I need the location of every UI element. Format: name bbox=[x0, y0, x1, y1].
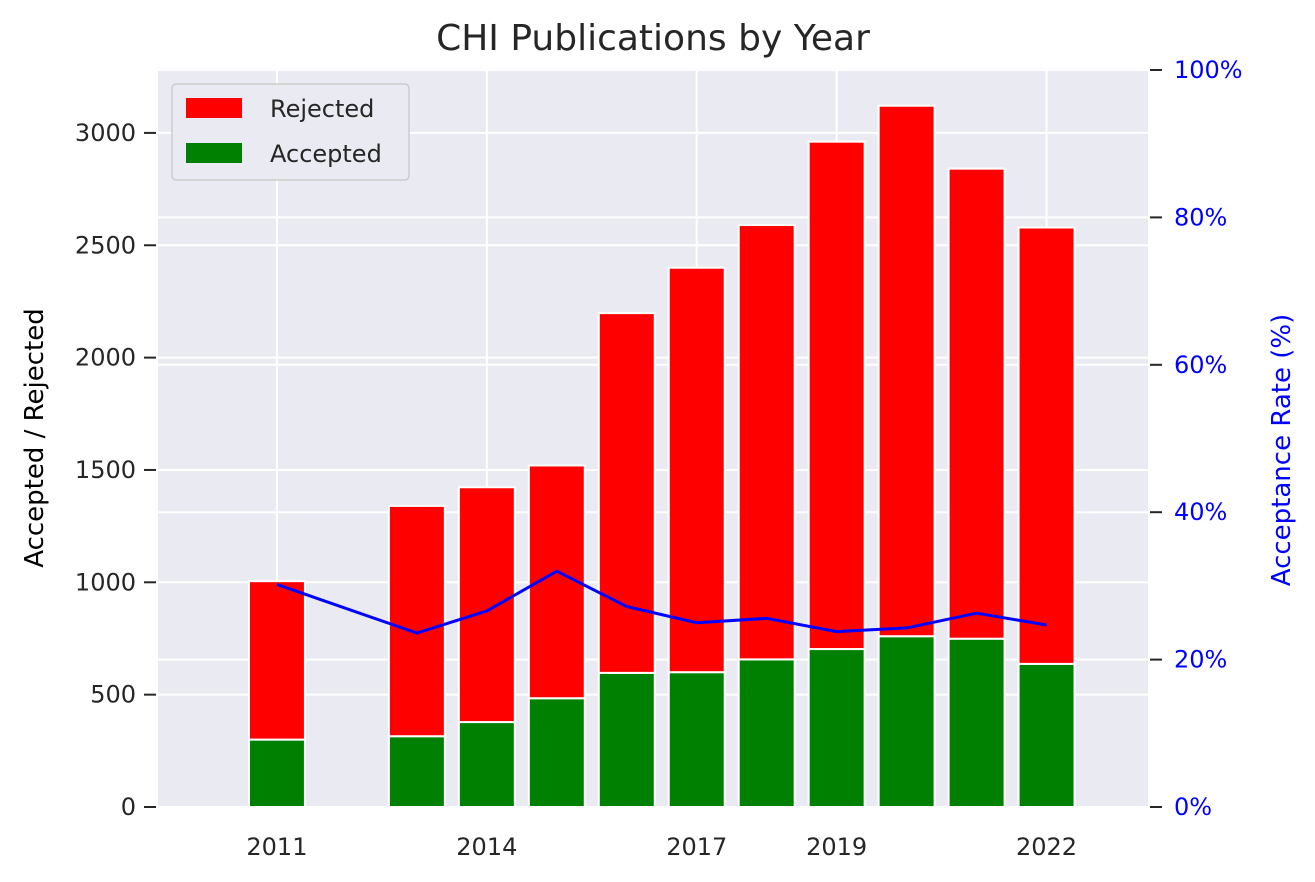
y-tick-label-1500: 1500 bbox=[75, 456, 136, 484]
y-tick-label-1000: 1000 bbox=[75, 568, 136, 596]
bar-accepted-2018 bbox=[737, 658, 796, 808]
right-tick-label-1: 20% bbox=[1174, 646, 1227, 674]
bar-accepted-2019 bbox=[807, 648, 866, 808]
x-tick-label-2017: 2017 bbox=[666, 833, 727, 861]
bar-rejected-2016 bbox=[597, 312, 656, 674]
y-tick-label-2000: 2000 bbox=[75, 344, 136, 372]
bar-rejected-2021 bbox=[947, 167, 1006, 640]
bar-rejected-2019 bbox=[807, 140, 866, 651]
bar-accepted-2015 bbox=[527, 697, 586, 808]
legend-label-rejected: Rejected bbox=[270, 95, 374, 123]
legend-swatch-accepted bbox=[186, 143, 242, 163]
bar-accepted-2021 bbox=[947, 637, 1006, 809]
y-axis-label: Accepted / Rejected bbox=[20, 308, 50, 568]
bar-rejected-2020 bbox=[877, 104, 936, 638]
x-tick-label-2019: 2019 bbox=[806, 833, 867, 861]
bar-rejected-2018 bbox=[737, 224, 796, 661]
bar-accepted-2020 bbox=[877, 635, 936, 808]
bars bbox=[247, 104, 1076, 809]
left-y-axis: 0 500 1000 1500 2000 2500 3000 bbox=[75, 119, 156, 821]
y-tick-label-500: 500 bbox=[90, 681, 136, 709]
bar-accepted-2013 bbox=[387, 735, 446, 808]
legend-swatch-rejected bbox=[186, 98, 242, 118]
x-tick-label-2011: 2011 bbox=[246, 833, 307, 861]
right-tick-label-2: 40% bbox=[1174, 498, 1227, 526]
bar-accepted-2014 bbox=[457, 721, 516, 808]
bar-accepted-2017 bbox=[667, 671, 726, 808]
y-tick-label-3000: 3000 bbox=[75, 119, 136, 147]
bar-accepted-2016 bbox=[597, 671, 656, 808]
x-tick-label-2014: 2014 bbox=[456, 833, 517, 861]
bar-rejected-2011 bbox=[247, 580, 306, 741]
acceptance-rate-line bbox=[276, 569, 1047, 635]
bar-accepted-2011 bbox=[247, 738, 306, 809]
x-tick-label-2022: 2022 bbox=[1016, 833, 1077, 861]
bar-rejected-2014 bbox=[457, 486, 516, 724]
y-tick-label-0: 0 bbox=[121, 793, 136, 821]
right-y-axis: 0% 20% 40% 60% 80% 100% bbox=[1150, 56, 1243, 821]
bar-rejected-2022 bbox=[1017, 226, 1076, 665]
legend: Rejected Accepted bbox=[171, 83, 410, 181]
bar-rejected-2013 bbox=[387, 504, 446, 738]
right-tick-label-5: 100% bbox=[1174, 56, 1243, 84]
y-tick-label-2500: 2500 bbox=[75, 231, 136, 259]
chart-title: CHI Publications by Year bbox=[436, 18, 870, 59]
x-axis: 2011 2014 2017 2019 2022 bbox=[246, 833, 1077, 861]
acceptance-rate-series bbox=[276, 569, 1047, 635]
right-tick-label-4: 80% bbox=[1174, 203, 1227, 231]
right-y-axis-label: Acceptance Rate (%) bbox=[1267, 314, 1297, 586]
legend-label-accepted: Accepted bbox=[270, 140, 382, 168]
right-tick-label-3: 60% bbox=[1174, 351, 1227, 379]
bar-rejected-2017 bbox=[667, 266, 726, 674]
right-tick-label-0: 0% bbox=[1174, 793, 1212, 821]
bar-accepted-2022 bbox=[1017, 662, 1076, 808]
